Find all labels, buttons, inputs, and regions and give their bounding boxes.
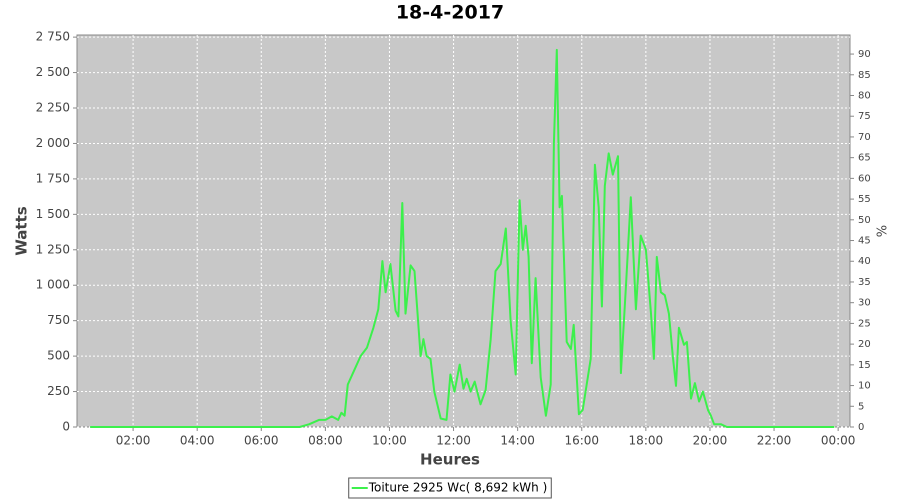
x-tick-label: 22:00 xyxy=(757,434,792,448)
y2-tick-label: 85 xyxy=(858,70,871,81)
y-tick-label: 1 750 xyxy=(36,171,70,185)
y2-tick-label: 55 xyxy=(858,194,871,205)
y2-tick-label: 0 xyxy=(858,422,864,433)
y-tick-label: 1 000 xyxy=(36,278,70,292)
y-tick-label: 500 xyxy=(47,349,70,363)
y2-tick-label: 40 xyxy=(858,256,871,267)
y-tick-label: 2 750 xyxy=(36,30,70,44)
y2-tick-label: 35 xyxy=(858,277,871,288)
y-tick-label: 2 250 xyxy=(36,101,70,115)
y-tick-label: 1 250 xyxy=(36,242,70,256)
y2-tick-label: 60 xyxy=(858,173,871,184)
chart-title: 18-4-2017 xyxy=(396,2,504,24)
legend-box xyxy=(348,477,552,499)
x-tick-label: 10:00 xyxy=(372,434,407,448)
legend-label: Toiture 2925 Wc( 8,692 kWh ) xyxy=(368,481,548,495)
y2-tick-label: 5 xyxy=(858,401,864,412)
y2-axis-title: % xyxy=(876,225,891,237)
data-line xyxy=(90,48,835,428)
x-tick-label: 20:00 xyxy=(693,434,728,448)
y-axis-title: Watts xyxy=(13,206,31,255)
y2-tick-label: 75 xyxy=(858,111,871,122)
y-tick-label: 2 500 xyxy=(36,65,70,79)
x-tick-label: 02:00 xyxy=(116,434,151,448)
y2-tick-label: 50 xyxy=(858,215,871,226)
y-tick-label: 750 xyxy=(47,313,70,327)
x-tick-label: 12:00 xyxy=(436,434,471,448)
y2-tick-label: 45 xyxy=(858,236,871,247)
y2-tick-label: 15 xyxy=(858,360,871,371)
x-tick-label: 14:00 xyxy=(500,434,535,448)
y2-tick-label: 80 xyxy=(858,90,871,101)
x-tick-label: 04:00 xyxy=(180,434,215,448)
x-axis-title: Heures xyxy=(420,451,480,469)
y2-tick-label: 70 xyxy=(858,132,871,143)
y-tick-label: 2 000 xyxy=(36,136,70,150)
x-tick-label: 18:00 xyxy=(629,434,664,448)
x-tick-label: 16:00 xyxy=(564,434,599,448)
y2-tick-label: 65 xyxy=(858,153,871,164)
y2-tick-label: 25 xyxy=(858,318,871,329)
y-tick-label: 0 xyxy=(62,420,70,434)
x-tick-label: 08:00 xyxy=(308,434,343,448)
plot-area xyxy=(76,34,851,428)
y-tick-label: 250 xyxy=(47,384,70,398)
y-tick-label: 1 500 xyxy=(36,207,70,221)
x-tick-label: 06:00 xyxy=(244,434,279,448)
y2-tick-label: 20 xyxy=(858,339,871,350)
x-tick-label: 00:00 xyxy=(821,434,856,448)
y2-tick-label: 30 xyxy=(858,298,871,309)
y2-tick-label: 90 xyxy=(858,49,871,60)
y2-tick-label: 10 xyxy=(858,381,871,392)
